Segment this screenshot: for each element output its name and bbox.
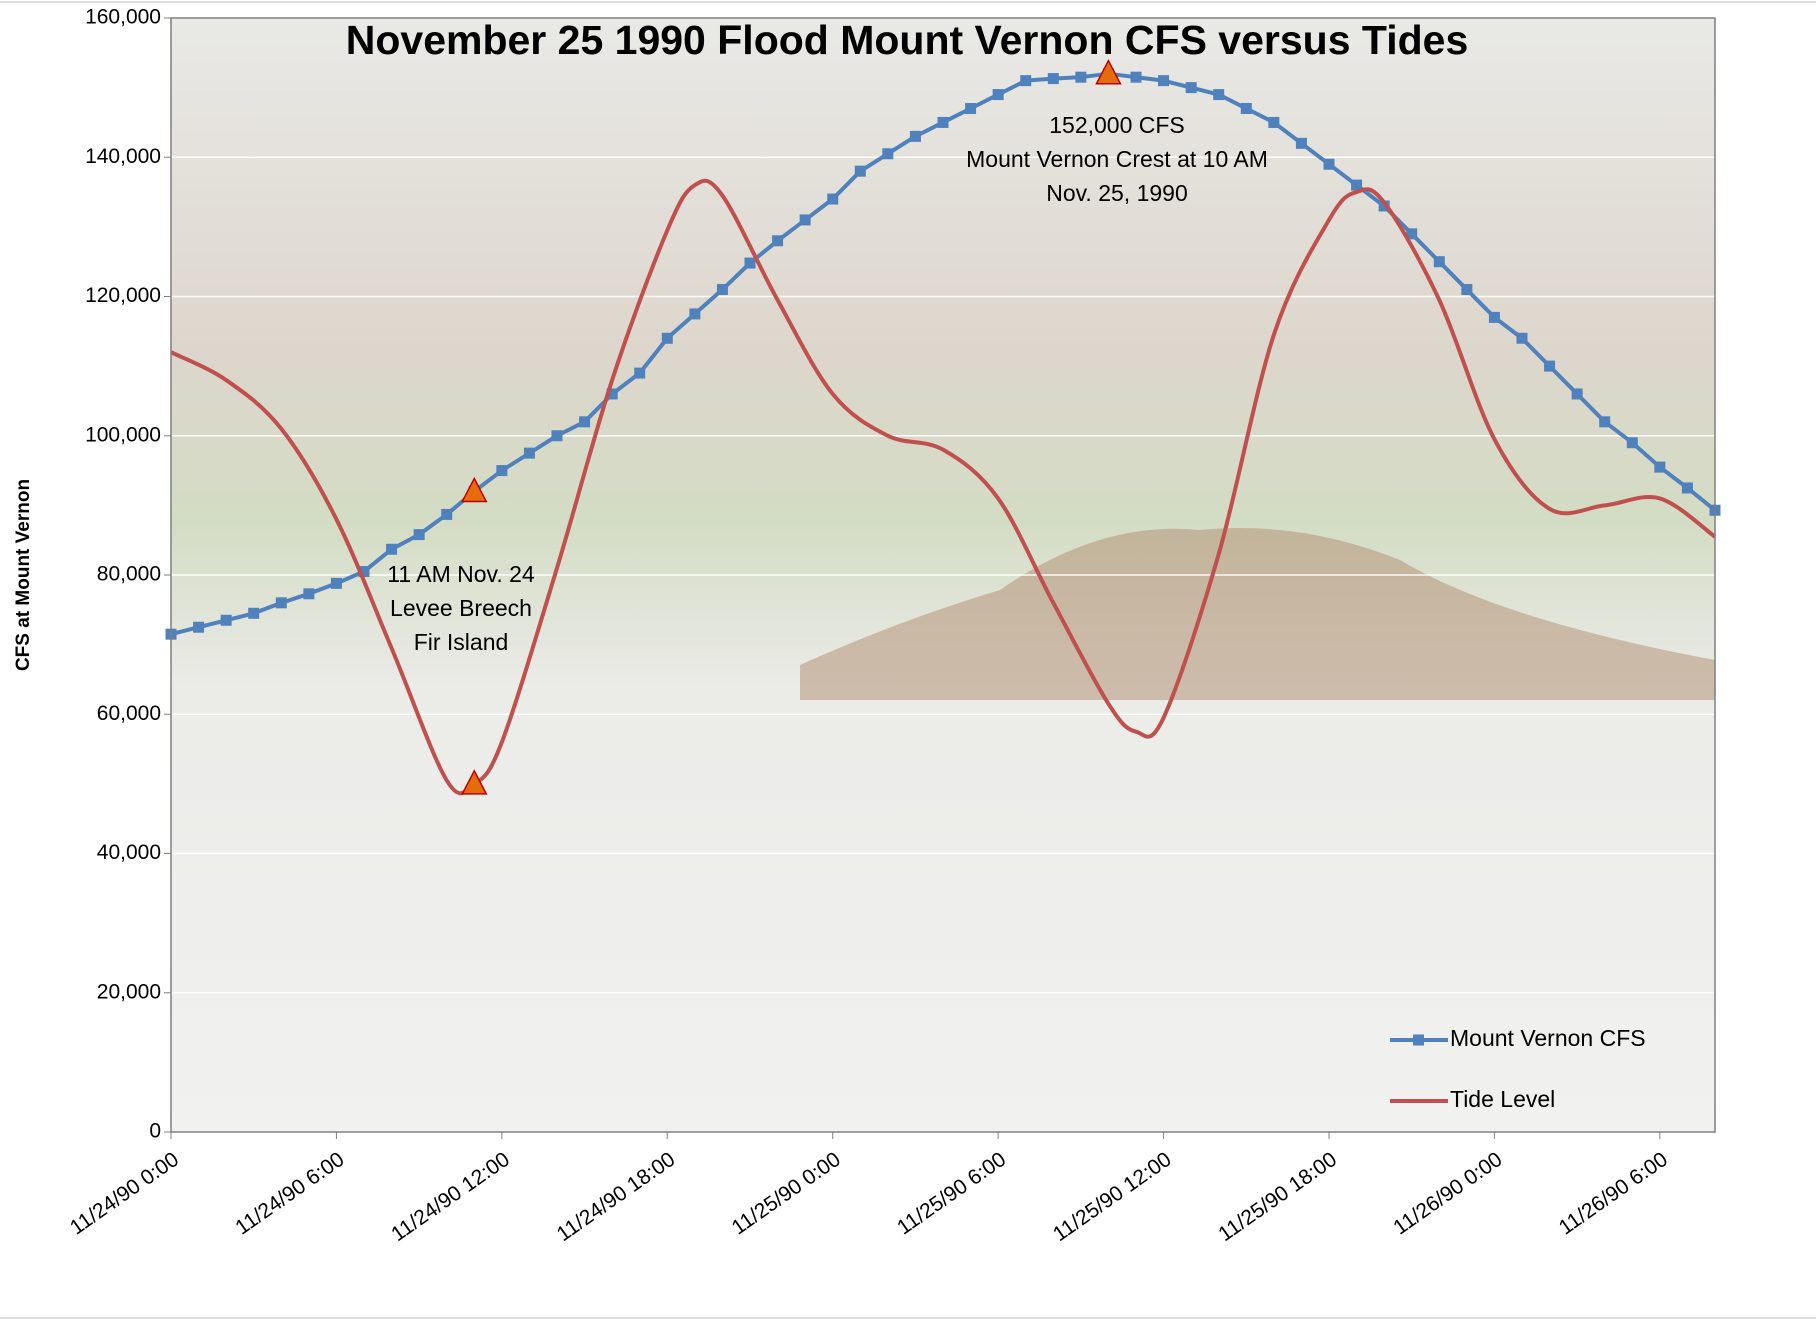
- legend-marker: [1413, 1035, 1424, 1046]
- data-point: [634, 368, 645, 379]
- data-point: [993, 89, 1004, 100]
- data-point: [276, 597, 287, 608]
- data-point: [1241, 103, 1252, 114]
- x-tick-label: 11/25/90 12:00: [1049, 1148, 1176, 1246]
- data-point: [1296, 138, 1307, 149]
- annotation: Fir Island: [414, 629, 509, 655]
- annotation: Nov. 25, 1990: [1046, 180, 1188, 206]
- y-tick-label: 100,000: [85, 423, 161, 446]
- annotation: Levee Breech: [390, 595, 532, 621]
- x-tick-label: 11/26/90 6:00: [1555, 1148, 1672, 1240]
- data-point: [1572, 388, 1583, 399]
- legend-label: Tide Level: [1450, 1086, 1555, 1112]
- data-point: [855, 166, 866, 177]
- x-tick-label: 11/25/90 0:00: [728, 1148, 845, 1240]
- data-point: [248, 608, 259, 619]
- data-point: [303, 588, 314, 599]
- data-point: [1654, 462, 1665, 473]
- chart: November 25 1990 Flood Mount Vernon CFS …: [0, 0, 1816, 1320]
- data-point: [772, 235, 783, 246]
- data-point: [882, 148, 893, 159]
- y-tick-label: 0: [149, 1120, 161, 1143]
- data-point: [193, 622, 204, 633]
- data-point: [414, 529, 425, 540]
- x-tick-label: 11/24/90 0:00: [66, 1148, 183, 1240]
- data-point: [745, 258, 756, 269]
- annotation: 152,000 CFS: [1049, 112, 1185, 138]
- data-point: [331, 578, 342, 589]
- data-point: [441, 509, 452, 520]
- x-tick-label: 11/24/90 6:00: [231, 1148, 348, 1240]
- data-point: [579, 416, 590, 427]
- annotation: Mount Vernon Crest at 10 AM: [966, 146, 1268, 172]
- data-point: [1324, 159, 1335, 170]
- data-point: [689, 308, 700, 319]
- data-point: [662, 333, 673, 344]
- data-point: [910, 131, 921, 142]
- chart-title: November 25 1990 Flood Mount Vernon CFS …: [346, 17, 1469, 63]
- page: {"chart_data": { "type": "line", "title"…: [0, 0, 1816, 1320]
- y-tick-label: 40,000: [97, 841, 161, 864]
- data-point: [1599, 416, 1610, 427]
- x-tick-label: 11/24/90 12:00: [387, 1148, 514, 1246]
- data-point: [938, 117, 949, 128]
- data-point: [717, 284, 728, 295]
- data-point: [1268, 117, 1279, 128]
- data-point: [1682, 482, 1693, 493]
- data-point: [1186, 82, 1197, 93]
- data-point: [1213, 89, 1224, 100]
- y-tick-label: 20,000: [97, 980, 161, 1003]
- data-point: [1075, 72, 1086, 83]
- x-tick-label: 11/24/90 18:00: [553, 1148, 680, 1246]
- x-tick-label: 11/26/90 0:00: [1389, 1148, 1506, 1240]
- data-point: [1461, 284, 1472, 295]
- data-point: [1020, 75, 1031, 86]
- data-point: [1517, 333, 1528, 344]
- data-point: [1434, 256, 1445, 267]
- legend-label: Mount Vernon CFS: [1450, 1025, 1646, 1051]
- data-point: [1131, 72, 1142, 83]
- data-point: [1544, 361, 1555, 372]
- data-point: [496, 465, 507, 476]
- y-tick-label: 120,000: [85, 284, 161, 307]
- data-point: [1048, 73, 1059, 84]
- x-tick-label: 11/25/90 18:00: [1214, 1148, 1341, 1246]
- data-point: [524, 448, 535, 459]
- y-tick-label: 80,000: [97, 563, 161, 586]
- data-point: [552, 430, 563, 441]
- annotation: 11 AM Nov. 24: [387, 561, 535, 587]
- data-point: [1627, 437, 1638, 448]
- data-point: [800, 214, 811, 225]
- data-point: [1158, 75, 1169, 86]
- data-point: [221, 615, 232, 626]
- data-point: [1489, 312, 1500, 323]
- data-point: [965, 103, 976, 114]
- x-tick-label: 11/25/90 6:00: [893, 1148, 1010, 1240]
- y-tick-label: 60,000: [97, 702, 161, 725]
- y-axis-label: CFS at Mount Vernon: [13, 479, 34, 671]
- data-point: [386, 544, 397, 555]
- y-tick-label: 160,000: [85, 6, 161, 29]
- data-point: [827, 194, 838, 205]
- y-tick-label: 140,000: [85, 145, 161, 168]
